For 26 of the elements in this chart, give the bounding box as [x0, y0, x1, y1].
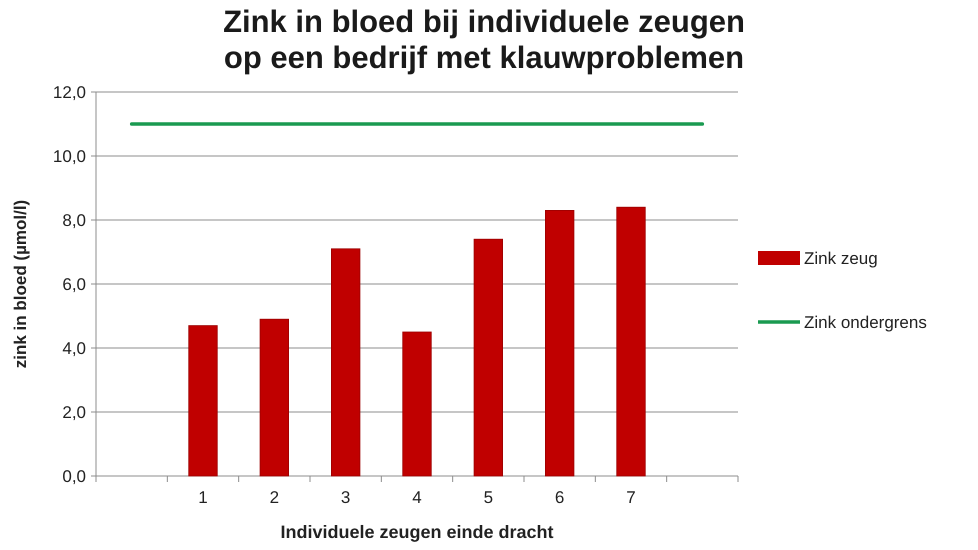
y-tick-label: 4,0 — [62, 338, 86, 358]
bar — [402, 332, 432, 476]
bar — [545, 210, 574, 476]
x-tick-label: 6 — [554, 488, 564, 507]
bar — [260, 318, 289, 476]
x-tick-label: 4 — [412, 488, 422, 507]
y-tick-label: 12,0 — [52, 82, 86, 102]
y-tick-label: 0,0 — [62, 466, 86, 486]
legend-label: Zink zeug — [804, 248, 878, 268]
y-tick-label: 6,0 — [62, 274, 86, 294]
bar — [331, 248, 360, 476]
bar — [616, 206, 646, 476]
x-tick-label: 2 — [270, 488, 280, 507]
legend-label: Zink ondergrens — [804, 312, 927, 332]
x-tick-label: 1 — [198, 488, 208, 507]
y-tick-label: 8,0 — [62, 210, 86, 230]
bar — [188, 325, 218, 476]
x-tick-label: 5 — [484, 488, 494, 507]
bar — [474, 238, 503, 476]
x-axis-title: Individuele zeugen einde dracht — [280, 522, 554, 542]
y-tick-label: 2,0 — [62, 402, 86, 422]
x-tick-label: 7 — [626, 488, 636, 507]
y-axis-title: zink in bloed (µmol/l) — [11, 200, 30, 368]
chart-title: Zink in bloed bij individuele zeugen op een bedrijf met klauwproblemen — [223, 4, 745, 75]
x-tick-label: 3 — [340, 488, 350, 507]
y-tick-label: 10,0 — [52, 146, 86, 166]
